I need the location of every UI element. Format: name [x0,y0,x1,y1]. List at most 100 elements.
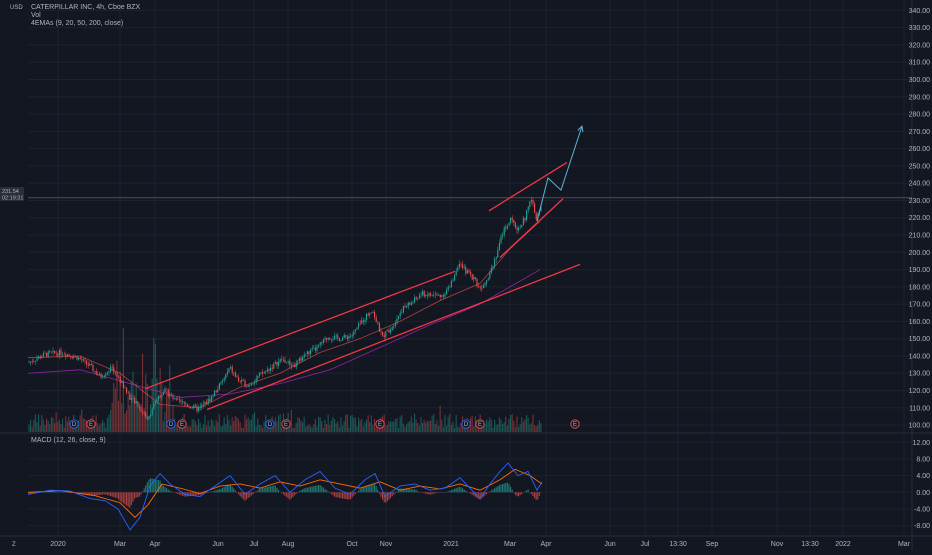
candle-body [35,361,36,362]
candle-body [171,395,172,396]
volume-bar [40,426,41,432]
earnings-badge[interactable]: E [87,420,95,428]
candle-body [324,338,325,339]
volume-bar [340,417,341,432]
earnings-letter: E [89,422,93,428]
volume-bar [500,420,501,432]
candle-body [409,303,410,305]
candle-body [169,395,170,396]
macd-histogram-bar [104,492,105,494]
price-tick-label: 220.00 [909,215,931,222]
candle-body [49,351,50,352]
candle-body [395,323,396,326]
candle-body [512,218,513,220]
candle-body [452,280,453,281]
candle-body [417,298,418,299]
volume-bar [332,417,333,432]
earnings-badge[interactable]: E [571,420,579,428]
candle-body [400,313,401,316]
macd-histogram-bar [539,492,540,496]
candle-body [241,380,242,382]
volume-bar [473,426,474,432]
candle-body [310,350,311,354]
macd-label[interactable]: MACD (12, 26, close, 9) [31,437,106,444]
candle-body [403,306,404,312]
candle-body [329,338,330,340]
dividend-badge[interactable]: D [266,420,274,428]
macd-histogram-bar [48,492,49,493]
volume-bar [113,383,114,432]
dividend-badge[interactable]: D [70,420,78,428]
dividend-letter: D [169,422,174,428]
macd-histogram-bar [300,490,301,492]
volume-bar [233,421,234,432]
candle-body [264,372,265,373]
earnings-badge[interactable]: E [282,420,290,428]
macd-histogram-bar [270,486,271,492]
volume-bar [225,424,226,432]
candle-body [120,377,121,383]
volume-bar [236,417,237,432]
time-tick-label: Mar [504,541,517,548]
candle-body [304,355,305,357]
candle-body [323,339,324,343]
macd-histogram-bar [118,492,119,499]
ema-label[interactable]: 4EMAs (9, 20, 50, 200, close) [31,20,123,27]
price-tick-label: 200.00 [909,250,931,257]
volume-bar [190,427,191,432]
volume-bar [499,417,500,432]
volume-bar [451,425,452,432]
candle-body [313,348,314,349]
candle-body [220,382,221,384]
macd-histogram-bar [467,492,468,493]
volume-bar [228,420,229,432]
candle-body [364,320,365,322]
macd-histogram-bar [105,492,106,494]
volume-bar [145,374,146,432]
candle-body [88,364,89,365]
volume-bar [540,423,541,432]
candle-body [420,295,421,296]
volume-bar [337,421,338,432]
candle-body [214,391,215,396]
macd-histogram-bar [321,486,322,492]
time-tick-label: 13:30 [801,541,819,548]
volume-bar [344,421,345,432]
candle-body [43,353,44,357]
candle-body [387,330,388,331]
symbol-title[interactable]: CATERPILLAR INC, 4h, Cboe BZX [31,4,141,11]
timezone-corner[interactable]: Z [12,542,16,548]
volume-bar [350,416,351,432]
earnings-badge[interactable]: E [476,420,484,428]
macd-histogram-bar [312,486,313,492]
candle-body [353,331,354,335]
candle-body [270,368,271,371]
candle-body [281,359,282,360]
macd-histogram-bar [232,487,233,493]
volume-bar [99,426,100,432]
time-tick-label: Jul [641,541,650,548]
dividend-badge[interactable]: D [167,420,175,428]
time-tick-label: Mar [898,541,911,548]
volume-bar [438,426,439,432]
volume-bar [251,419,252,432]
dividend-badge[interactable]: D [462,420,470,428]
price-tag-value: 231.54 [2,189,19,195]
macd-histogram-bar [496,487,497,492]
volume-bar [280,414,281,432]
macd-histogram-bar [537,492,538,499]
volume-bar [137,408,138,432]
earnings-badge[interactable]: E [178,420,186,428]
earnings-badge[interactable]: E [376,420,384,428]
volume-bar [328,414,329,432]
macd-histogram-bar [286,492,287,497]
candle-body [345,335,346,337]
macd-histogram-bar [212,491,213,492]
volume-bar [132,372,133,432]
macd-histogram-bar [137,492,138,497]
time-tick-label: Jun [212,541,223,548]
macd-histogram-bar [107,492,108,495]
volume-bar [454,428,455,432]
